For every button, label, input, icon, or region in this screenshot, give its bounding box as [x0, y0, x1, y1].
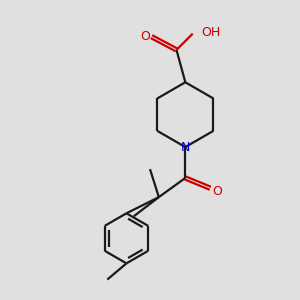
- Text: O: O: [140, 30, 150, 43]
- Text: N: N: [181, 141, 190, 154]
- Text: O: O: [212, 185, 222, 198]
- Text: OH: OH: [202, 26, 221, 39]
